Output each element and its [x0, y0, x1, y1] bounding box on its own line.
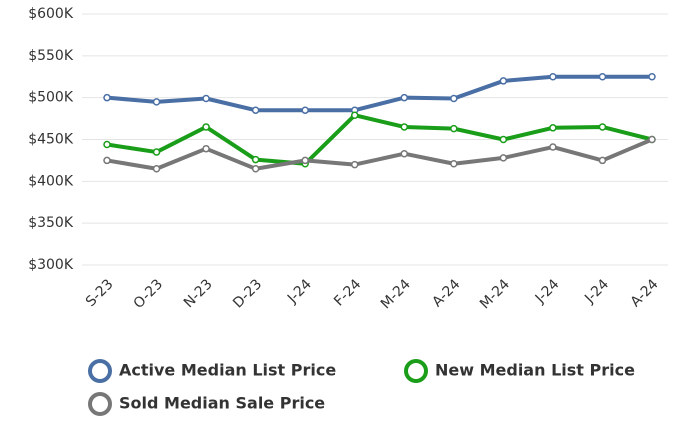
data-point — [450, 124, 458, 133]
legend-marker — [88, 359, 112, 383]
data-point — [549, 143, 557, 151]
data-point — [202, 123, 210, 131]
data-point — [400, 149, 409, 158]
legend-label: New Median List Price — [435, 361, 635, 380]
y-tick-label: $550K — [28, 48, 74, 64]
legend: Active Median List Price New Median List … — [88, 359, 635, 416]
data-point — [499, 154, 508, 162]
x-tick-label: J-24 — [284, 276, 315, 307]
data-point — [251, 165, 260, 173]
data-point — [103, 140, 111, 149]
x-tick-label: M-24 — [378, 276, 414, 312]
x-tick-label: D-23 — [230, 276, 265, 311]
x-tick-label: A-24 — [429, 276, 463, 310]
data-point — [549, 124, 557, 132]
data-point — [450, 160, 458, 168]
data-point — [598, 123, 607, 131]
data-point — [301, 106, 309, 114]
data-point — [202, 94, 210, 103]
y-tick-label: $350K — [28, 215, 74, 231]
x-tick-label: J-24 — [581, 276, 612, 307]
data-point — [301, 156, 309, 165]
data-point — [103, 93, 111, 102]
series-line — [106, 137, 653, 171]
x-tick-label: J-24 — [532, 276, 563, 307]
y-tick-label: $300K — [28, 257, 74, 273]
data-point — [202, 144, 210, 153]
data-point — [598, 156, 607, 165]
x-tick-label: M-24 — [477, 276, 513, 312]
data-point — [450, 94, 458, 103]
data-point — [400, 123, 409, 131]
x-tick-label: O-23 — [131, 276, 167, 312]
series-line — [106, 74, 652, 113]
data-point — [549, 73, 557, 81]
legend-marker — [88, 392, 112, 416]
data-point — [251, 106, 260, 114]
y-tick-label: $450K — [28, 132, 74, 148]
data-point — [350, 160, 359, 169]
y-tick-label: $600K — [28, 6, 74, 22]
legend-marker — [404, 359, 428, 383]
data-point — [103, 156, 111, 165]
x-tick-label: F-24 — [331, 276, 364, 309]
data-point — [152, 98, 161, 106]
data-point — [499, 135, 508, 144]
data-point — [400, 93, 409, 102]
data-point — [152, 148, 161, 156]
data-point — [499, 77, 508, 85]
x-tick-label: N-23 — [181, 276, 216, 311]
x-tick-label: A-24 — [628, 276, 662, 310]
legend-label: Active Median List Price — [119, 361, 336, 380]
series-line — [106, 113, 653, 166]
y-tick-label: $400K — [28, 173, 74, 189]
x-tick-label: S-23 — [83, 276, 117, 310]
data-point — [350, 111, 359, 119]
data-point — [648, 73, 656, 81]
y-tick-label: $500K — [28, 90, 74, 106]
data-point — [251, 155, 260, 164]
data-point — [648, 135, 656, 144]
legend-label: Sold Median Sale Price — [119, 394, 325, 413]
data-point — [598, 73, 607, 81]
data-point — [152, 165, 161, 173]
